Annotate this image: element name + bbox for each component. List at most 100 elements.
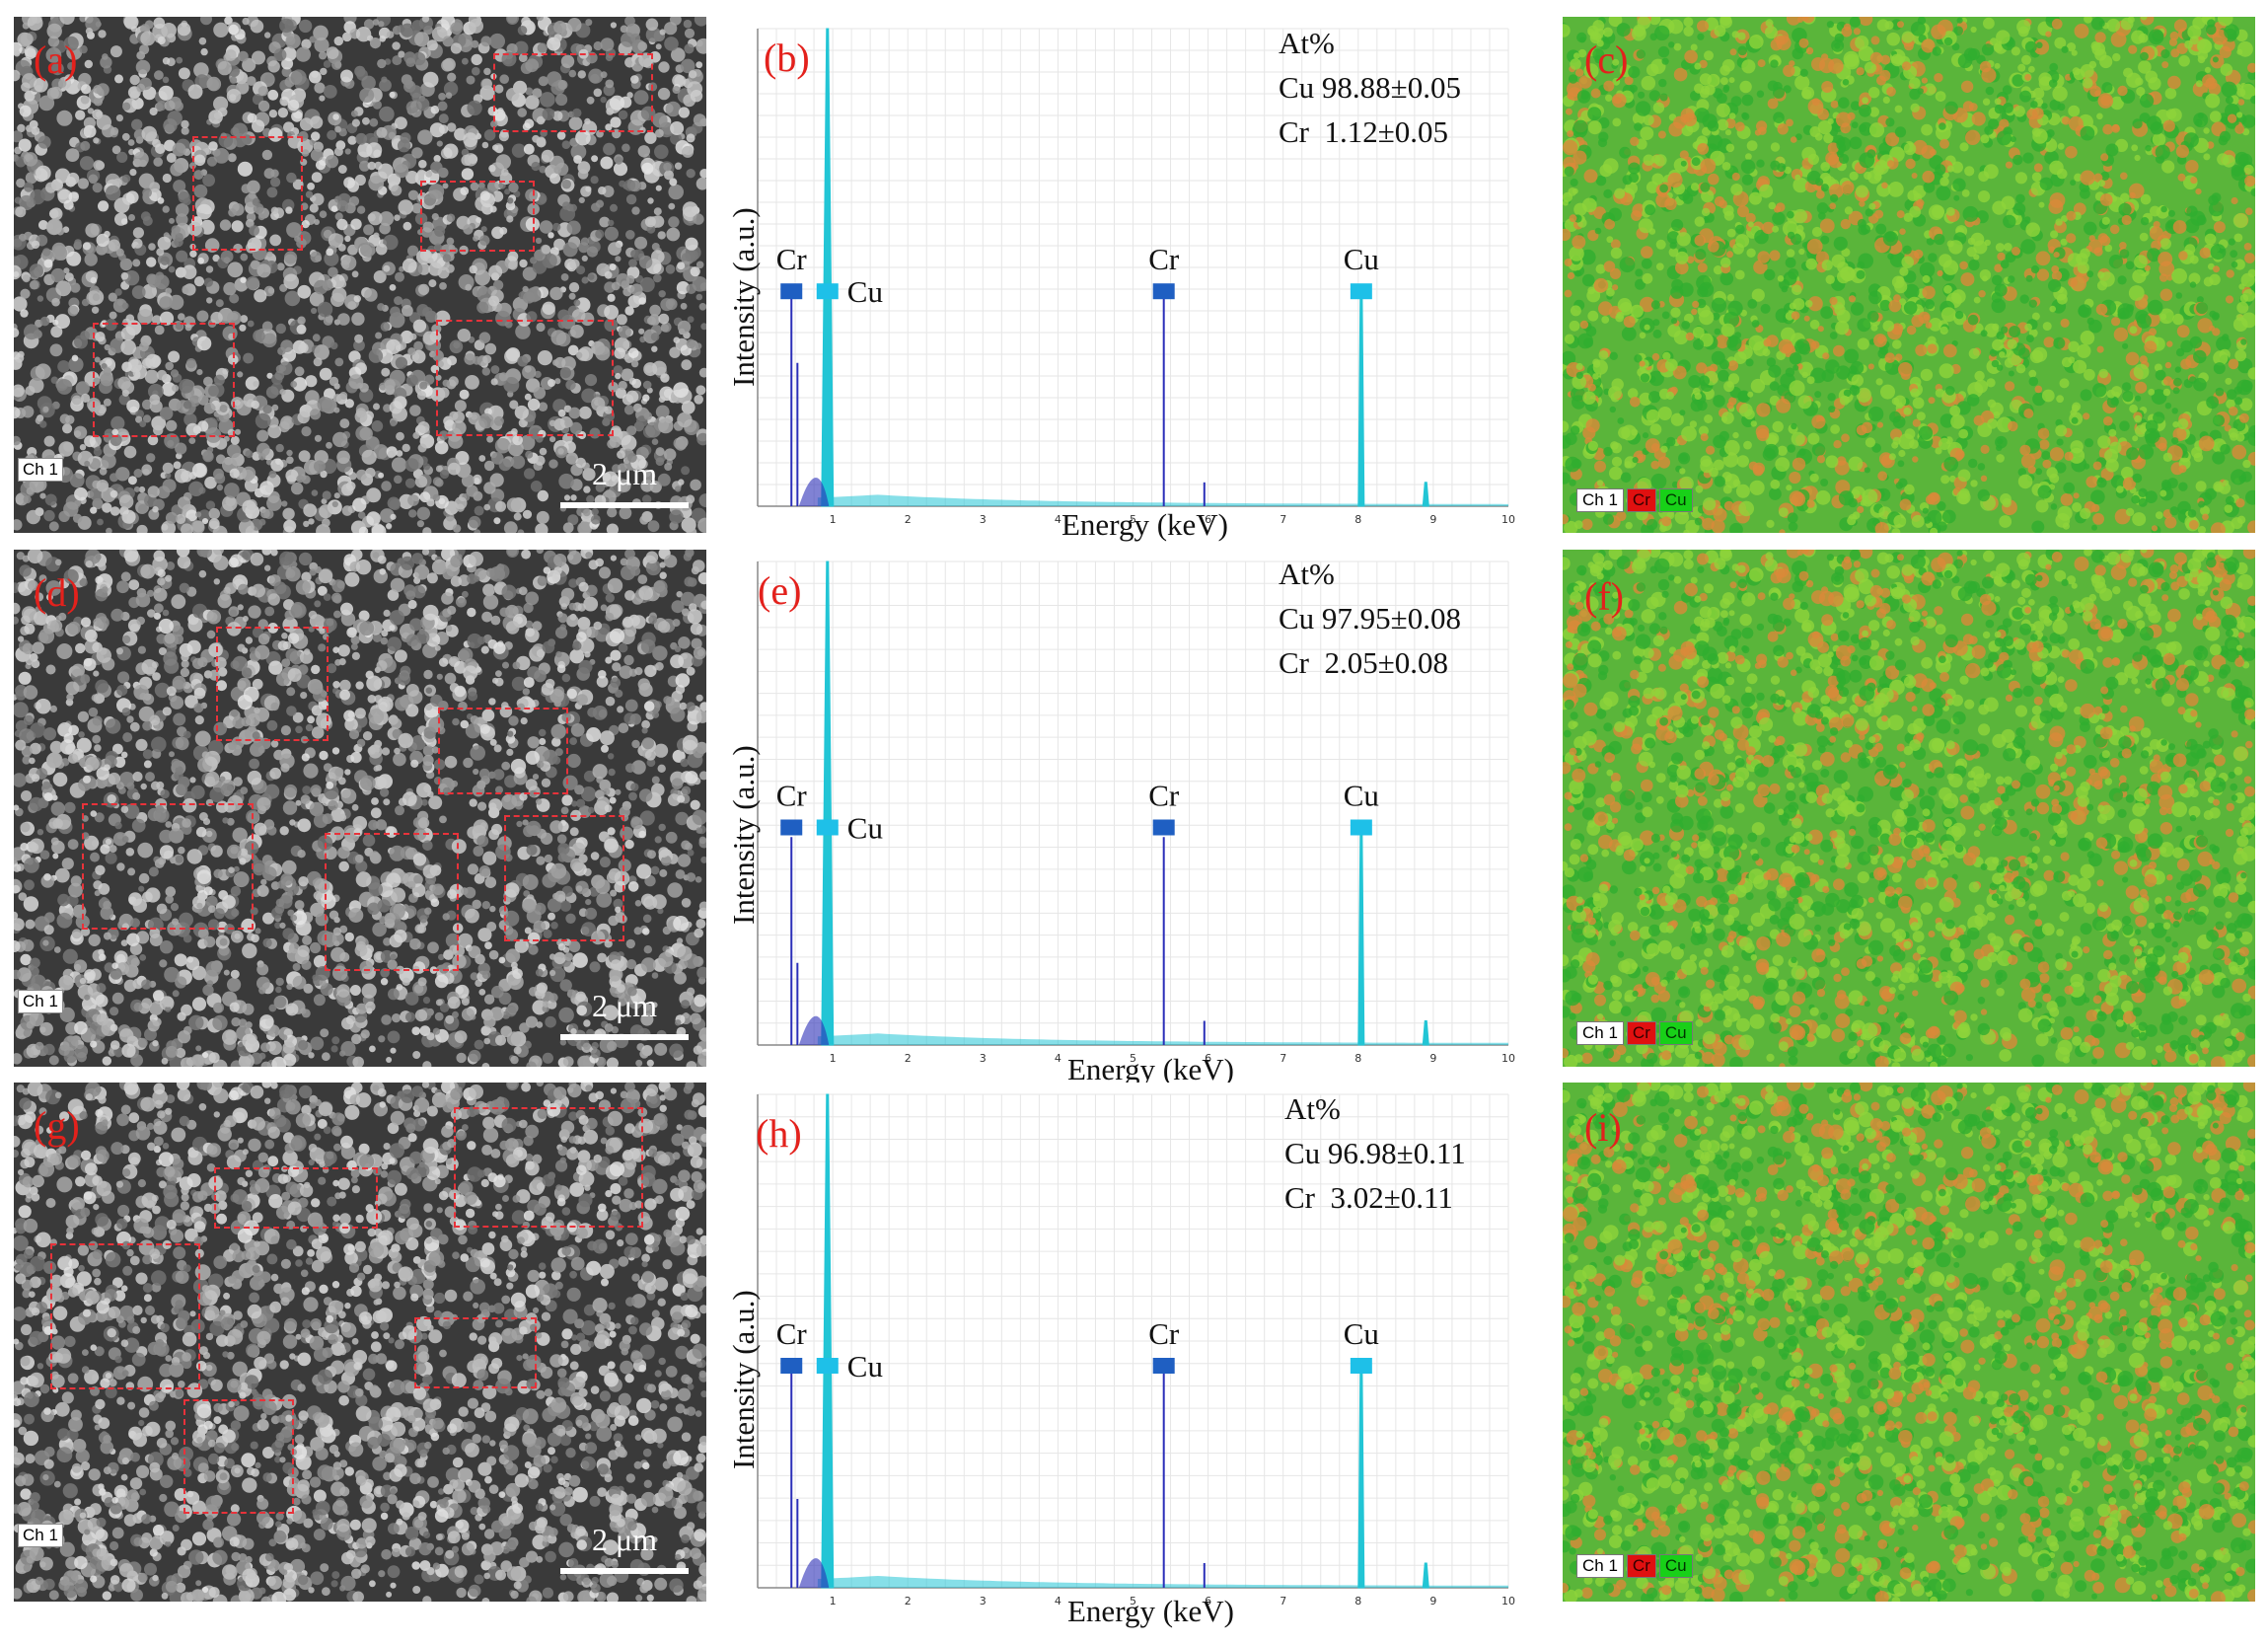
map-pixel: [1839, 395, 1850, 406]
map-pixel: [2042, 322, 2052, 332]
map-pixel: [1668, 247, 1679, 258]
grain: [609, 95, 625, 111]
map-pixel: [1678, 452, 1691, 465]
grain: [394, 214, 401, 221]
grain: [108, 292, 117, 302]
grain: [170, 162, 184, 177]
map-pixel: [1596, 480, 1604, 486]
grain: [504, 348, 520, 364]
at-header: At%: [1279, 26, 1335, 60]
map-pixel: [2116, 486, 2124, 493]
map-pixel: [2188, 519, 2199, 530]
grain: [586, 494, 595, 504]
map-pixel: [1792, 364, 1799, 371]
grain: [560, 273, 569, 281]
grain: [570, 144, 587, 160]
grain: [62, 226, 70, 233]
grain: [301, 220, 310, 229]
map-pixel: [1668, 41, 1675, 48]
map-pixel: [2240, 338, 2247, 345]
grain: [139, 159, 147, 168]
grain: [190, 520, 205, 533]
map-pixel: [2105, 458, 2119, 473]
map-pixel: [1932, 46, 1941, 56]
map-pixel: [2228, 358, 2239, 370]
grain: [552, 359, 559, 366]
map-pixel: [1679, 150, 1689, 160]
map-pixel: [2014, 172, 2027, 185]
grain: [239, 519, 255, 533]
grain: [331, 59, 342, 70]
map-pixel: [1750, 378, 1766, 394]
x-tick-label: 10: [1501, 513, 1515, 526]
grain: [286, 456, 294, 465]
grain: [84, 460, 91, 467]
map-pixel: [1795, 133, 1802, 141]
grain: [387, 496, 401, 510]
grain: [96, 114, 112, 130]
map-pixel: [2054, 37, 2067, 49]
grain: [161, 523, 169, 531]
grain: [537, 489, 549, 502]
map-pixel: [1844, 348, 1860, 364]
grain: [394, 116, 407, 130]
grain: [64, 272, 74, 282]
map-pixel: [1922, 285, 1936, 299]
grain: [243, 352, 254, 364]
map-pixel: [2140, 217, 2150, 226]
grain: [426, 39, 438, 51]
map-pixel: [1825, 151, 1839, 166]
map-pixel: [2045, 31, 2052, 37]
map-pixel: [1953, 26, 1963, 36]
grain: [178, 496, 191, 510]
grain: [586, 96, 595, 105]
grain: [188, 481, 204, 496]
map-pixel: [1628, 66, 1641, 79]
grain: [664, 448, 677, 461]
grain: [165, 287, 173, 295]
grain: [135, 410, 144, 418]
map-pixel: [2144, 427, 2160, 444]
map-pixel: [1835, 112, 1852, 128]
grain: [469, 109, 476, 115]
grain: [14, 296, 28, 312]
map-pixel: [1769, 250, 1781, 262]
grain: [154, 70, 164, 81]
map-pixel: [2119, 420, 2130, 432]
grain: [326, 248, 334, 257]
grain: [384, 379, 396, 391]
grain: [296, 324, 307, 335]
map-pixel: [2069, 115, 2084, 131]
map-pixel: [1593, 277, 1609, 293]
map-pixel: [1667, 324, 1681, 337]
map-pixel: [2161, 61, 2169, 69]
map-pixel: [1604, 218, 1615, 230]
map-pixel: [1837, 150, 1844, 158]
grain: [109, 311, 117, 320]
grain: [490, 365, 500, 374]
grain: [419, 381, 428, 390]
grain: [379, 36, 387, 42]
grain: [569, 259, 580, 269]
map-pixel: [1918, 425, 1934, 440]
map-pixel: [1909, 88, 1921, 100]
grain: [202, 450, 214, 463]
grain: [377, 58, 387, 69]
grain: [686, 494, 695, 504]
grain: [166, 419, 178, 432]
map-pixel: [2135, 381, 2148, 394]
map-pixel: [1946, 165, 1954, 173]
map-pixel: [2031, 127, 2041, 137]
grain: [394, 475, 402, 485]
grain: [215, 299, 224, 308]
map-pixel: [1968, 103, 1978, 112]
map-pixel: [1694, 234, 1707, 247]
shoulder-peak: [798, 477, 830, 506]
grain: [44, 493, 57, 506]
map-pixel: [2236, 301, 2249, 314]
map-pixel: [1815, 178, 1824, 187]
panel-label: (a): [34, 37, 78, 82]
grain: [121, 102, 131, 112]
grain: [307, 183, 315, 190]
grain: [652, 112, 668, 128]
